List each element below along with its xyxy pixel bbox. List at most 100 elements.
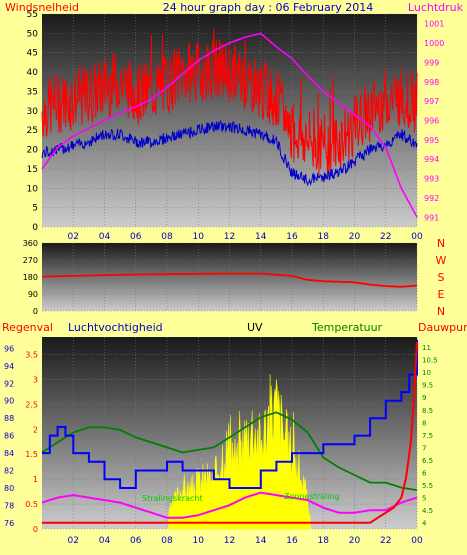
humidity-tick-label: 84 [4, 449, 14, 458]
temperature-tick-label: 5 [422, 495, 426, 503]
dir-y-tick-label: 0 [33, 307, 38, 316]
wind-y-tick-label: 25 [27, 126, 38, 136]
solar-label: Stralingskracht [142, 494, 203, 503]
temperature-tick-label: 7.5 [422, 432, 433, 440]
climate-x-tick-label: 00 [411, 536, 423, 546]
wind-y-tick-label: 10 [27, 184, 39, 194]
climate-x-tick-label: 16 [286, 536, 298, 546]
pressure-tick-label: 999 [424, 58, 439, 67]
uv-tick-label: 0 [33, 525, 38, 534]
wind-y-tick-label: 40 [27, 68, 39, 78]
uv-tick-label: 1.5 [25, 450, 38, 459]
wind-x-tick-label: 04 [99, 232, 111, 242]
temperature-tick-label: 4 [422, 520, 427, 528]
wind-x-tick-label: 16 [286, 232, 298, 242]
pressure-tick-label: 997 [424, 97, 439, 106]
humidity-label: Luchtvochtigheid [68, 321, 163, 334]
uv-tick-label: 1 [33, 475, 38, 484]
climate-x-tick-label: 20 [349, 536, 361, 546]
wind-x-tick-label: 20 [349, 232, 361, 242]
climate-x-tick-label: 14 [255, 536, 267, 546]
humidity-tick-label: 96 [4, 344, 14, 353]
uv-tick-label: 2.5 [25, 400, 38, 409]
rain-line [42, 341, 418, 524]
wind-y-tick-label: 30 [27, 107, 39, 117]
pressure-tick-label: 996 [424, 117, 439, 126]
compass-label: N [437, 305, 445, 318]
temperature-tick-label: 9 [422, 394, 426, 402]
pressure-tick-label: 993 [424, 175, 439, 184]
humidity-tick-label: 80 [4, 484, 14, 493]
wind-gust-line [41, 120, 418, 187]
climate-x-tick-label: 08 [161, 536, 173, 546]
temperature-tick-label: 7 [422, 444, 426, 452]
humidity-tick-label: 90 [4, 397, 14, 406]
pressure-tick-label: 991 [424, 213, 439, 222]
temperature-tick-label: 9.5 [422, 382, 433, 390]
radiation-label: Zonnestraling [284, 492, 340, 501]
temperature-tick-label: 11 [422, 344, 431, 352]
wind-y-tick-label: 55 [27, 10, 38, 20]
uv-tick-label: 0.5 [25, 500, 38, 509]
wind-x-tick-label: 14 [255, 232, 267, 242]
wind-y-tick-label: 5 [32, 204, 38, 214]
pressure-tick-label: 995 [424, 136, 439, 145]
pressure-tick-label: 998 [424, 78, 439, 87]
rain-label: Regenval [2, 321, 53, 334]
compass-label: S [438, 271, 445, 284]
wind-direction-line [41, 272, 418, 288]
climate-x-tick-label: 04 [99, 536, 111, 546]
dir-y-tick-label: 270 [23, 256, 38, 265]
climate-x-tick-label: 18 [318, 536, 330, 546]
dewpoint-label: Dauwpunt [418, 321, 467, 334]
wind-x-tick-label: 18 [318, 232, 330, 242]
compass-label: N [437, 237, 445, 250]
wind-y-tick-label: 45 [27, 49, 38, 59]
dewpoint-line [41, 491, 418, 519]
wind-x-tick-label: 08 [161, 232, 173, 242]
humidity-tick-label: 82 [4, 467, 14, 476]
chart-title: 24 hour graph day : 06 February 2014 [163, 1, 374, 14]
temperature-tick-label: 10 [422, 369, 431, 377]
temperature-tick-label: 5.5 [422, 482, 433, 490]
pressure-label: Luchtdruk [408, 1, 464, 14]
wind-y-tick-label: 0 [32, 223, 38, 233]
temperature-label: Temperatuur [311, 321, 383, 334]
wind-y-tick-label: 35 [27, 87, 38, 97]
uv-tick-label: 2 [33, 425, 38, 434]
dir-y-tick-label: 180 [23, 273, 38, 282]
wind-x-tick-label: 02 [68, 232, 79, 242]
wind-x-tick-label: 22 [380, 232, 391, 242]
wind-y-tick-label: 20 [27, 146, 39, 156]
temperature-tick-label: 10.5 [422, 357, 438, 365]
climate-x-tick-label: 22 [380, 536, 391, 546]
series-layer [41, 28, 418, 530]
humidity-tick-label: 78 [4, 501, 14, 510]
temperature-tick-label: 8 [422, 419, 426, 427]
wind-x-tick-label: 00 [411, 232, 423, 242]
temperature-line [41, 411, 418, 491]
uv-label: UV [247, 321, 263, 334]
uv-tick-label: 3.5 [25, 350, 38, 359]
wind-x-tick-label: 06 [130, 232, 142, 242]
temperature-tick-label: 4.5 [422, 507, 433, 515]
pressure-tick-label: 992 [424, 194, 439, 203]
wind-y-tick-label: 50 [27, 29, 39, 39]
humidity-tick-label: 88 [4, 414, 14, 423]
dir-y-tick-label: 90 [28, 290, 38, 299]
temperature-tick-label: 8.5 [422, 407, 433, 415]
wind-x-tick-label: 12 [224, 232, 235, 242]
temperature-tick-label: 6 [422, 470, 427, 478]
wind-x-tick-label: 10 [193, 232, 205, 242]
dir-y-tick-label: 360 [23, 239, 38, 248]
uv-tick-label: 3 [33, 375, 38, 384]
humidity-tick-label: 76 [4, 519, 14, 528]
wind-y-tick-label: 15 [27, 165, 38, 175]
compass-label: W [436, 254, 447, 267]
axes: 02 04 06 08 10 12 14 16 18 20 22 000510152025303540… [4, 10, 447, 546]
humidity-tick-label: 94 [4, 362, 14, 371]
compass-label: E [438, 288, 445, 301]
humidity-line [42, 339, 418, 489]
pressure-tick-label: 1000 [424, 39, 444, 48]
